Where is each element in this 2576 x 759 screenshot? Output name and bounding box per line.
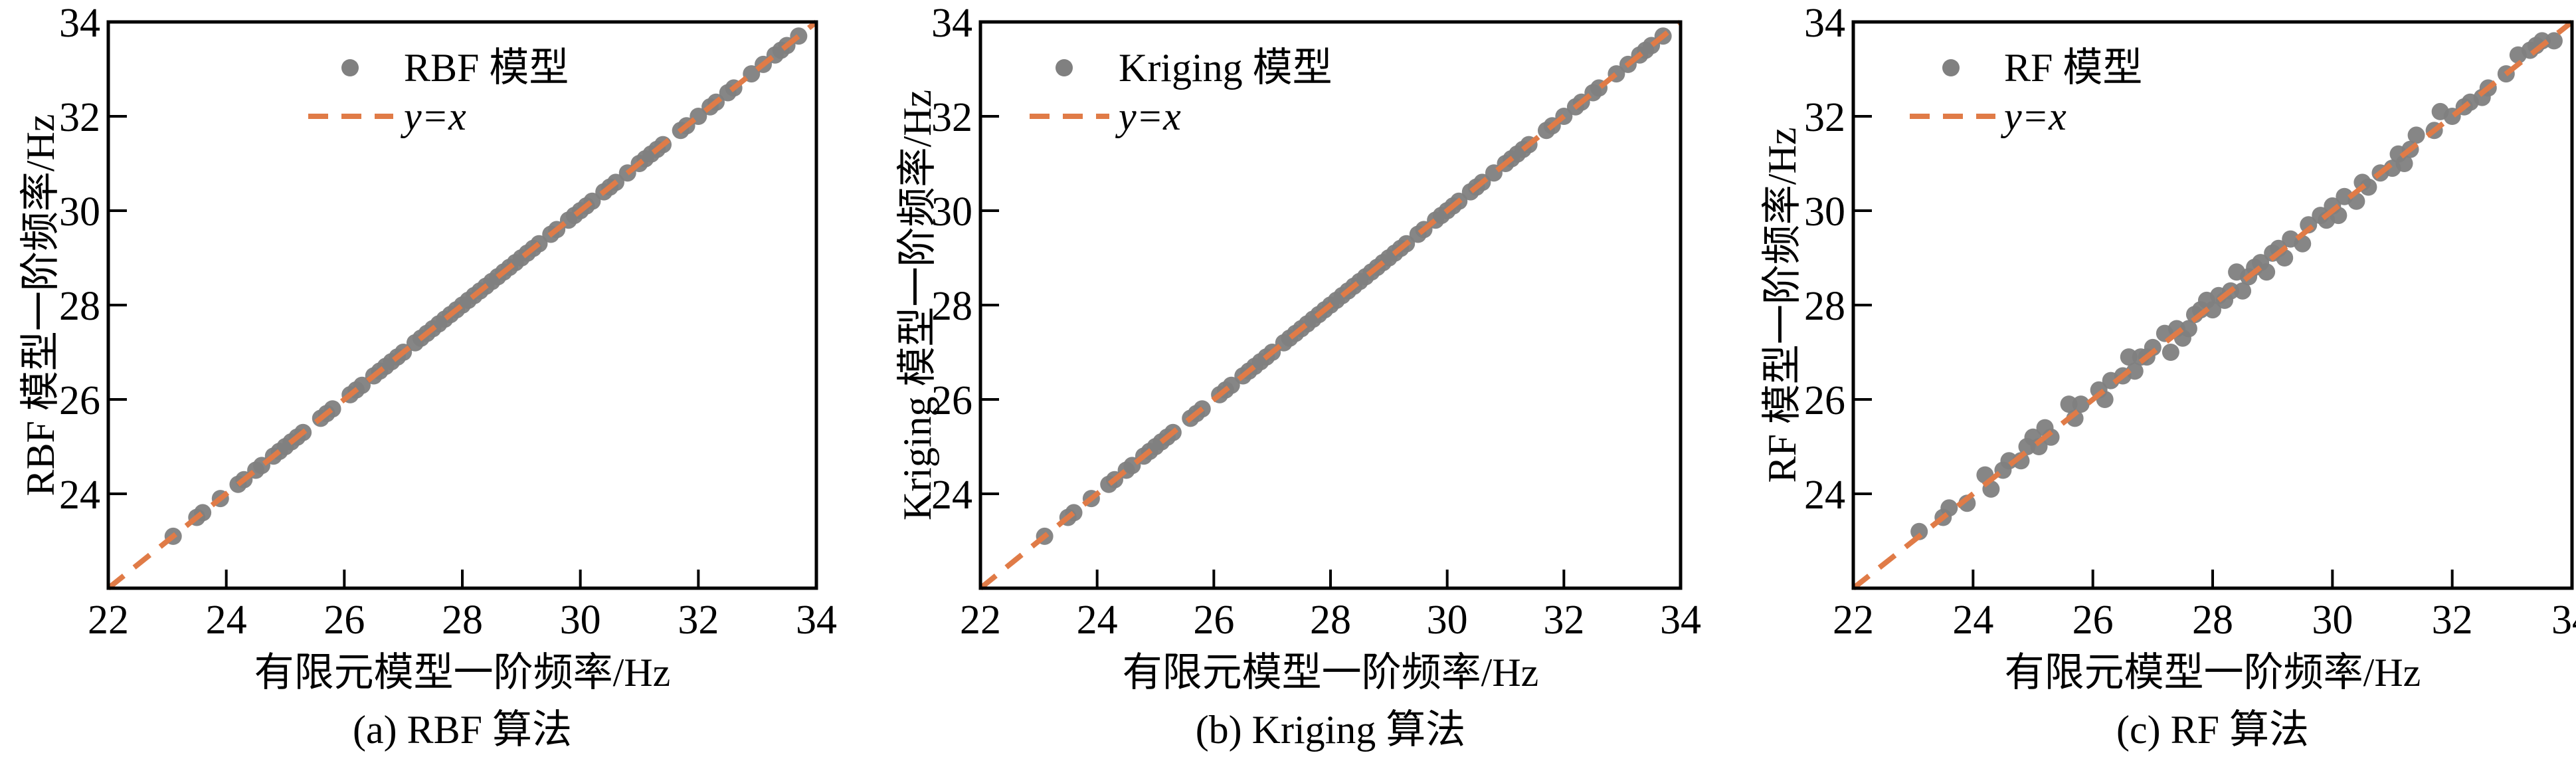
- data-point: [2359, 178, 2377, 196]
- x-tick-label: 28: [442, 597, 483, 643]
- data-point: [2072, 395, 2090, 413]
- data-point: [1940, 499, 1958, 517]
- y-tick-label: 30: [59, 189, 100, 235]
- x-tick-label: 28: [2192, 597, 2233, 643]
- x-tick-label: 32: [2432, 597, 2473, 643]
- data-point: [1910, 522, 1928, 540]
- x-tick-label: 26: [1193, 597, 1234, 643]
- legend-scatter-label: RBF 模型: [404, 46, 569, 90]
- data-point: [2234, 282, 2252, 300]
- legend: RF 模型y=x: [1910, 46, 2142, 138]
- data-point: [2204, 301, 2221, 319]
- data-point: [2126, 362, 2144, 380]
- y-tick-label: 26: [1804, 378, 1845, 423]
- y-tick-label: 34: [1804, 1, 1845, 46]
- y-tick-label: 32: [1804, 95, 1845, 140]
- y-axis-label: RF 模型一阶频率/Hz: [1760, 127, 1804, 483]
- y-axis-label: RBF 模型一阶频率/Hz: [19, 114, 62, 496]
- y-tick-label: 34: [931, 1, 972, 46]
- x-tick-label: 26: [2072, 597, 2114, 643]
- y-tick-label: 28: [1804, 284, 1845, 329]
- data-point: [743, 65, 761, 83]
- legend-scatter-label: RF 模型: [2004, 46, 2142, 90]
- y-tick-label: 30: [1804, 189, 1845, 235]
- x-axis-label: 有限元模型一阶频率/Hz: [254, 651, 671, 695]
- legend-marker: [1942, 59, 1960, 76]
- data-point: [2179, 320, 2197, 338]
- panel-rf: 22 24 26 28 30 32 34 24 26 28 30 32 34 有限元模型一阶频率/Hz RF…: [1760, 1, 2576, 752]
- x-tick-label: 26: [323, 597, 365, 643]
- y-tick-label: 32: [931, 95, 972, 140]
- x-tick-label: 22: [88, 597, 129, 643]
- legend-scatter-label: Kriging 模型: [1119, 46, 1333, 90]
- x-tick-label: 24: [1952, 597, 1993, 643]
- y-tick-label: 28: [59, 284, 100, 329]
- y-tick-label: 26: [59, 378, 100, 423]
- panel-rbf: 22 24 26 28 30 32 34 24 26 28 30 32 34 有限元模型一阶频率/Hz RB…: [19, 1, 837, 752]
- reference-line-y-equals-x: [106, 19, 818, 591]
- legend-marker: [1056, 59, 1073, 76]
- x-axis-label: 有限元模型一阶频率/Hz: [2005, 651, 2421, 695]
- legend-line-label: y=x: [400, 94, 466, 138]
- x-axis-label: 有限元模型一阶频率/Hz: [1123, 651, 1539, 695]
- legend-line-label: y=x: [2000, 94, 2067, 138]
- y-tick-label: 24: [931, 473, 972, 518]
- y-tick-label: 26: [931, 378, 972, 423]
- panel-caption: (c) RF 算法: [2116, 708, 2309, 752]
- x-tick-label: 34: [796, 597, 837, 643]
- data-point: [2120, 348, 2138, 366]
- legend-line-label: y=x: [1115, 94, 1181, 138]
- reference-line-y-equals-x: [978, 19, 1683, 591]
- legend: Kriging 模型y=x: [1030, 46, 1333, 138]
- x-tick-label: 30: [2312, 597, 2353, 643]
- legend-marker: [341, 59, 359, 76]
- data-point: [2258, 263, 2276, 281]
- y-tick-label: 24: [1804, 473, 1845, 518]
- x-tick-label: 22: [960, 597, 1001, 643]
- y-tick-label: 30: [931, 189, 972, 235]
- y-tick-label: 34: [59, 1, 100, 46]
- x-tick-label: 30: [1427, 597, 1468, 643]
- y-tick-label: 24: [59, 473, 100, 518]
- legend: RBF 模型y=x: [308, 46, 569, 138]
- y-axis-label: Kriging 模型一阶频率/Hz: [895, 90, 939, 520]
- data-point: [2407, 126, 2425, 144]
- x-tick-label: 28: [1310, 597, 1351, 643]
- x-tick-label: 32: [1543, 597, 1584, 643]
- y-tick-label: 32: [59, 95, 100, 140]
- data-point: [2162, 344, 2179, 361]
- x-tick-label: 34: [2551, 597, 2576, 643]
- panel-caption: (a) RBF 算法: [353, 708, 572, 752]
- reference-line-y-equals-x: [1851, 19, 2574, 591]
- panel-kriging: 22 24 26 28 30 32 34 24 26 28 30 32 34 有限元模型一阶频率/Hz Kr…: [895, 1, 1701, 752]
- y-tick-label: 28: [931, 284, 972, 329]
- data-point: [2060, 395, 2078, 413]
- panel-caption: (b) Kriging 算法: [1196, 708, 1466, 752]
- x-tick-label: 22: [1833, 597, 1874, 643]
- x-tick-label: 30: [560, 597, 601, 643]
- x-tick-label: 24: [206, 597, 247, 643]
- data-point: [2395, 155, 2413, 172]
- data-point: [2545, 32, 2563, 50]
- x-tick-label: 32: [678, 597, 719, 643]
- x-tick-label: 34: [1660, 597, 1701, 643]
- x-tick-label: 24: [1077, 597, 1118, 643]
